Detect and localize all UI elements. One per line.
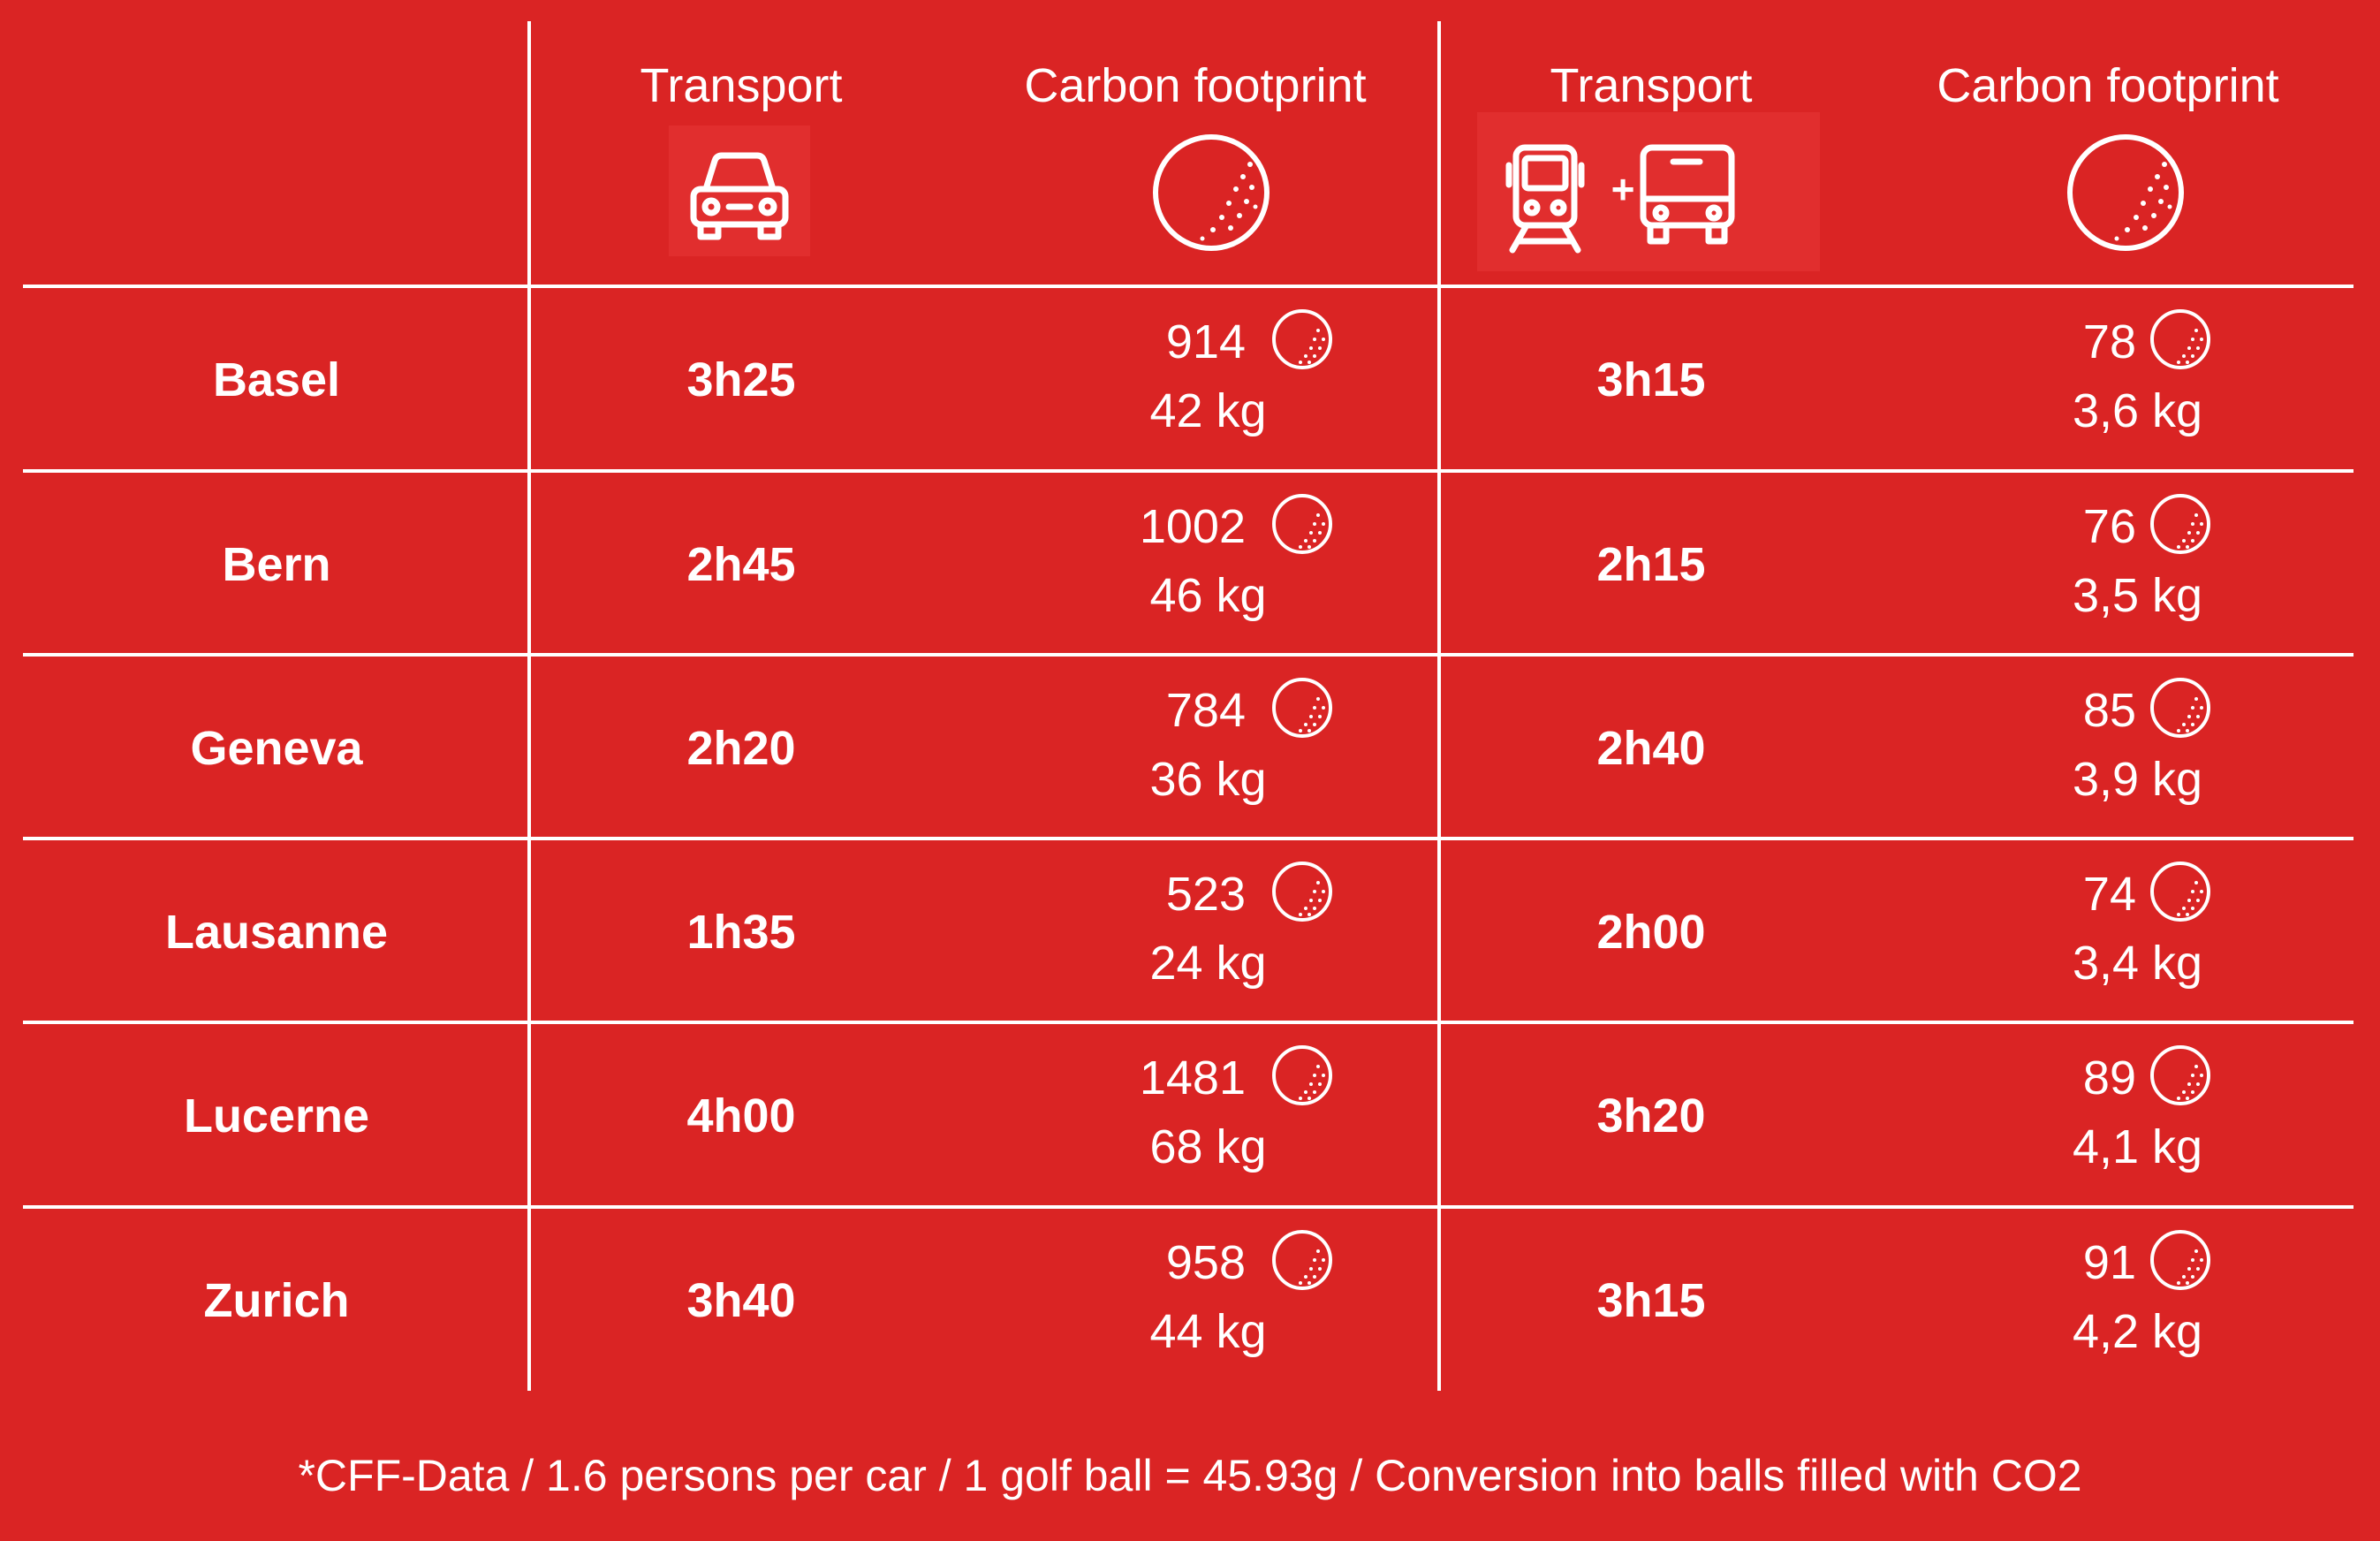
- city-name: Zurich: [203, 1274, 350, 1327]
- car-travel-time: 4h00: [686, 1089, 796, 1142]
- golf-ball-icon: [1270, 492, 1334, 556]
- car-co2-kg: 68 kg: [1149, 1120, 1267, 1173]
- golf-ball-icon: [2149, 307, 2212, 371]
- car-golf-ball-count: 1002: [1139, 500, 1246, 553]
- golf-ball-icon: [1270, 1044, 1334, 1107]
- car-travel-time: 3h25: [686, 353, 796, 406]
- table-row: Zurich 3h40 958 44 kg 3h15 91 4,2 kg: [0, 1209, 2380, 1393]
- golf-ball-icon: [1270, 860, 1334, 923]
- public-travel-time: 2h15: [1596, 538, 1706, 591]
- table-row: Bern 2h45 1002 46 kg 2h15 76 3,5 kg: [0, 473, 2380, 657]
- golf-ball-icon: [2149, 1228, 2212, 1292]
- golf-ball-icon: [2149, 492, 2212, 556]
- column-divider-2: [1437, 21, 1441, 1391]
- city-name: Basel: [212, 353, 341, 406]
- car-golf-ball-count: 784: [1165, 684, 1246, 737]
- city-name: Geneva: [190, 722, 363, 775]
- public-travel-time: 3h15: [1596, 353, 1706, 406]
- city-name: Bern: [222, 538, 331, 591]
- city-name: Lucerne: [183, 1089, 370, 1142]
- public-golf-ball-count: 91: [2082, 1236, 2136, 1289]
- public-golf-ball-count: 76: [2082, 500, 2136, 553]
- car-footprint-header: Carbon footprint: [1024, 59, 1367, 112]
- public-travel-time: 2h00: [1596, 906, 1706, 959]
- table-row: Lucerne 4h00 1481 68 kg 3h20 89 4,1 kg: [0, 1024, 2380, 1208]
- car-travel-time: 1h35: [686, 906, 796, 959]
- public-co2-kg: 3,5 kg: [2072, 569, 2203, 622]
- train-icon: [1505, 144, 1735, 254]
- golf-ball-icon: [1270, 676, 1334, 740]
- car-co2-kg: 46 kg: [1149, 569, 1267, 622]
- footnote: *CFF-Data / 1.6 persons per car / 1 golf…: [298, 1451, 2082, 1500]
- golf-ball-icon: [2149, 860, 2212, 923]
- public-co2-kg: 4,2 kg: [2072, 1305, 2203, 1358]
- row-divider: [23, 653, 2353, 657]
- public-travel-time: 3h15: [1596, 1274, 1706, 1327]
- golf-ball-icon: [1151, 133, 1271, 253]
- row-divider: [23, 1205, 2353, 1209]
- car-co2-kg: 44 kg: [1149, 1305, 1267, 1358]
- golf-ball-icon: [2149, 1044, 2212, 1107]
- car-co2-kg: 42 kg: [1149, 384, 1267, 437]
- car-co2-kg: 24 kg: [1149, 937, 1267, 990]
- public-co2-kg: 3,9 kg: [2072, 753, 2203, 806]
- column-divider-1: [527, 21, 531, 1391]
- golf-ball-icon: [2149, 676, 2212, 740]
- row-divider: [23, 837, 2353, 840]
- row-divider: [23, 1021, 2353, 1024]
- public-transport-header: Transport: [1550, 59, 1753, 112]
- public-golf-ball-count: 78: [2082, 315, 2136, 368]
- train-bus-icon-tile: +: [1477, 112, 1820, 271]
- car-golf-ball-count: 1481: [1139, 1051, 1246, 1105]
- public-golf-ball-count: 85: [2082, 684, 2136, 737]
- car-golf-ball-count: 958: [1165, 1236, 1246, 1289]
- table-row: Basel 3h25 914 42 kg 3h15 78 3,6 kg: [0, 288, 2380, 472]
- car-travel-time: 3h40: [686, 1274, 796, 1327]
- table-row: Geneva 2h20 784 36 kg 2h40 85 3,9 kg: [0, 657, 2380, 840]
- row-divider: [23, 469, 2353, 473]
- golf-ball-icon: [2065, 133, 2186, 253]
- golf-ball-icon: [1270, 307, 1334, 371]
- public-golf-ball-count: 74: [2082, 868, 2136, 921]
- car-golf-ball-count: 914: [1165, 315, 1246, 368]
- public-footprint-header: Carbon footprint: [1937, 59, 2279, 112]
- header-divider: [23, 285, 2353, 288]
- table-row: Lausanne 1h35 523 24 kg 2h00 74 3,4 kg: [0, 840, 2380, 1024]
- public-golf-ball-count: 89: [2082, 1051, 2136, 1105]
- car-co2-kg: 36 kg: [1149, 753, 1267, 806]
- public-co2-kg: 3,6 kg: [2072, 384, 2203, 437]
- car-travel-time: 2h45: [686, 538, 796, 591]
- public-co2-kg: 3,4 kg: [2072, 937, 2203, 990]
- car-transport-header: Transport: [640, 59, 843, 112]
- plus-symbol: +: [1611, 166, 1635, 212]
- public-co2-kg: 4,1 kg: [2072, 1120, 2203, 1173]
- public-travel-time: 2h40: [1596, 722, 1706, 775]
- car-icon: [669, 125, 810, 256]
- car-golf-ball-count: 523: [1165, 868, 1246, 921]
- public-travel-time: 3h20: [1596, 1089, 1706, 1142]
- city-name: Lausanne: [164, 906, 389, 959]
- golf-ball-icon: [1270, 1228, 1334, 1292]
- car-travel-time: 2h20: [686, 722, 796, 775]
